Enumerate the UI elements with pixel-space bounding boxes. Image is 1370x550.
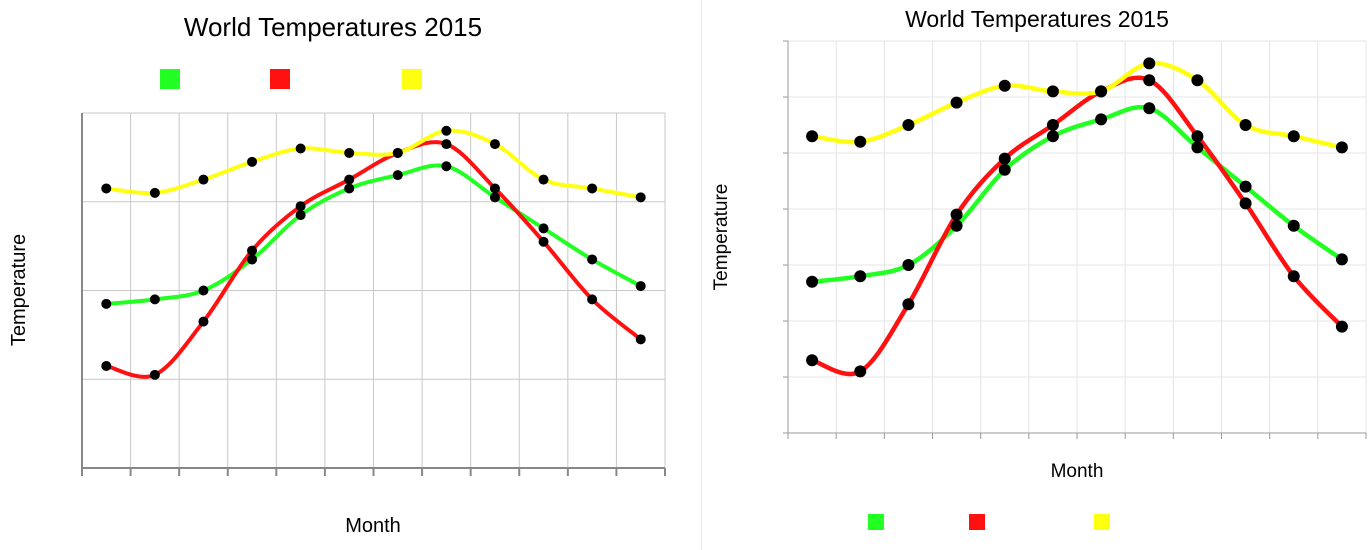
data-point-zurich xyxy=(587,254,598,265)
y-axis-label: Temperature xyxy=(8,234,30,346)
data-point-zurich xyxy=(950,219,963,232)
data-point-moscow xyxy=(998,152,1011,165)
data-point-moscow xyxy=(635,334,646,345)
data-point-zurich xyxy=(1143,102,1156,115)
data-point-zurich xyxy=(1239,180,1252,193)
data-point-zurich xyxy=(635,281,646,292)
data-point-moscow xyxy=(854,365,867,378)
data-point-acapulco xyxy=(1239,119,1252,131)
data-point-moscow xyxy=(1046,119,1059,131)
x-axis-label: Month xyxy=(1051,461,1104,482)
x-axis-label: Month xyxy=(345,515,401,537)
data-point-moscow xyxy=(538,236,549,247)
data-point-moscow xyxy=(489,183,500,194)
data-point-acapulco xyxy=(998,79,1011,92)
axes xyxy=(81,113,666,476)
data-point-moscow xyxy=(149,369,160,380)
data-point-zurich xyxy=(101,298,112,309)
data-point-zurich xyxy=(441,161,452,172)
y-axis-label: Temperature xyxy=(711,184,732,291)
data-point-acapulco xyxy=(149,187,160,198)
legend-swatch-acapulco xyxy=(402,69,422,89)
data-point-acapulco xyxy=(635,192,646,203)
chart-title: World Temperatures 2015 xyxy=(184,12,482,42)
legend-swatch-moscow xyxy=(270,69,290,89)
data-point-acapulco xyxy=(902,119,915,131)
data-point-moscow xyxy=(1239,197,1252,210)
legend-swatch-acapulco xyxy=(1094,514,1110,530)
data-point-zurich xyxy=(489,192,500,203)
data-point-zurich xyxy=(538,223,549,234)
data-point-acapulco xyxy=(392,147,403,158)
data-point-zurich xyxy=(1191,141,1204,154)
data-point-acapulco xyxy=(1095,85,1108,98)
data-point-moscow xyxy=(1191,130,1204,143)
data-point-zurich xyxy=(344,183,355,194)
data-point-zurich xyxy=(198,285,209,296)
data-point-acapulco xyxy=(101,183,112,194)
data-point-zurich xyxy=(902,259,915,271)
data-point-moscow xyxy=(1143,74,1156,87)
legend xyxy=(868,514,1110,530)
data-point-acapulco xyxy=(198,174,209,185)
data-point-moscow xyxy=(950,208,963,221)
data-point-acapulco xyxy=(1046,85,1059,98)
data-point-zurich xyxy=(854,270,867,283)
data-point-zurich xyxy=(247,254,258,265)
data-points xyxy=(101,125,646,380)
series-line-moscow xyxy=(809,75,1345,377)
data-point-zurich xyxy=(149,294,160,305)
legend xyxy=(160,69,422,89)
data-point-moscow xyxy=(1335,320,1348,333)
data-point-zurich xyxy=(295,210,306,221)
data-point-zurich xyxy=(806,275,819,288)
legend-swatch-zurich xyxy=(160,69,180,89)
right-chart-panel: World Temperatures 2015 Month Temperatur… xyxy=(704,0,1370,550)
data-point-zurich xyxy=(998,163,1011,176)
data-point-moscow xyxy=(295,201,306,212)
panel-divider xyxy=(701,0,702,550)
data-point-acapulco xyxy=(295,143,306,154)
data-point-moscow xyxy=(902,298,915,311)
data-point-acapulco xyxy=(1335,141,1348,154)
axes xyxy=(783,40,1367,439)
grid xyxy=(787,40,1367,434)
data-points xyxy=(806,57,1348,378)
data-point-acapulco xyxy=(489,139,500,150)
data-point-acapulco xyxy=(1191,74,1204,87)
data-point-zurich xyxy=(1046,130,1059,143)
chart-title: World Temperatures 2015 xyxy=(905,6,1169,32)
data-point-zurich xyxy=(1287,219,1300,232)
data-point-acapulco xyxy=(538,174,549,185)
data-point-zurich xyxy=(1095,113,1108,126)
data-point-acapulco xyxy=(950,96,963,109)
right-line-chart: World Temperatures 2015 Month Temperatur… xyxy=(711,6,1367,530)
data-point-moscow xyxy=(1287,270,1300,283)
data-point-moscow xyxy=(441,139,452,150)
data-point-moscow xyxy=(587,294,598,305)
left-chart-panel: World Temperatures 2015 Month Temperatur… xyxy=(8,12,666,537)
legend-swatch-zurich xyxy=(868,514,884,530)
data-point-acapulco xyxy=(1143,57,1156,70)
data-point-zurich xyxy=(392,170,403,181)
data-point-acapulco xyxy=(1287,130,1300,143)
data-point-acapulco xyxy=(441,125,452,136)
data-point-moscow xyxy=(101,360,112,371)
data-point-zurich xyxy=(1335,253,1348,266)
data-point-acapulco xyxy=(247,156,258,167)
data-point-moscow xyxy=(247,245,258,256)
legend-swatch-moscow xyxy=(969,514,985,530)
data-point-moscow xyxy=(198,316,209,327)
data-point-acapulco xyxy=(854,135,867,148)
data-point-moscow xyxy=(344,174,355,185)
data-point-acapulco xyxy=(806,130,819,143)
data-point-acapulco xyxy=(587,183,598,194)
data-point-moscow xyxy=(806,354,819,367)
data-point-acapulco xyxy=(344,147,355,158)
left-line-chart: World Temperatures 2015 Month Temperatur… xyxy=(8,12,666,537)
